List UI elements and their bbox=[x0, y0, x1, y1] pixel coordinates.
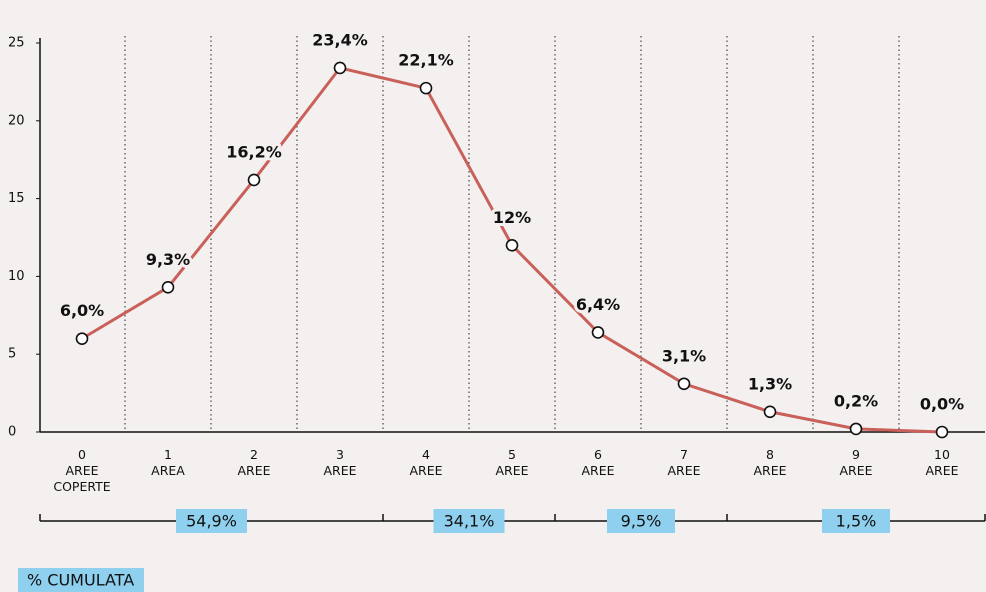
x-tick-line: 1 bbox=[164, 447, 172, 462]
value-label: 12% bbox=[493, 208, 531, 227]
value-label: 1,3% bbox=[748, 374, 792, 393]
y-tick-label: 5 bbox=[8, 347, 16, 362]
x-tick-line: 5 bbox=[508, 447, 516, 462]
cumulative-label: 9,5% bbox=[621, 512, 662, 531]
x-tick-line: 4 bbox=[422, 447, 430, 462]
data-point bbox=[505, 238, 519, 252]
x-tick-label: 1 AREA bbox=[151, 447, 185, 478]
value-label: 16,2% bbox=[226, 142, 282, 161]
value-label: 6,0% bbox=[60, 301, 104, 320]
x-tick-label: 5 AREE bbox=[495, 447, 528, 478]
value-label: 6,4% bbox=[576, 295, 620, 314]
x-tick-label: 0 AREE COPERTE bbox=[53, 447, 110, 494]
x-tick-label: 9 AREE bbox=[839, 447, 872, 478]
data-point bbox=[591, 326, 605, 339]
y-tick-label: 10 bbox=[8, 269, 25, 284]
x-tick-line: AREE bbox=[495, 463, 528, 478]
x-tick-line: AREA bbox=[151, 463, 185, 478]
cumulative-box bbox=[176, 509, 247, 533]
data-point bbox=[75, 332, 89, 345]
x-tick-line: AREE bbox=[237, 463, 270, 478]
x-tick-line: AREE bbox=[581, 463, 614, 478]
x-tick-line: 0 bbox=[78, 447, 86, 462]
x-tick-line: 10 bbox=[934, 447, 950, 462]
x-tick-label: 2 AREE bbox=[237, 447, 270, 478]
x-tick-line: AREE bbox=[667, 463, 700, 478]
value-label: 23,4% bbox=[312, 30, 368, 49]
data-point bbox=[935, 425, 949, 439]
value-label: 3,1% bbox=[662, 346, 706, 365]
x-tick-line: AREE bbox=[65, 463, 98, 478]
data-point bbox=[247, 173, 261, 187]
data-point bbox=[763, 405, 777, 419]
value-label: 0,0% bbox=[920, 395, 964, 414]
y-tick-label: 15 bbox=[8, 191, 25, 206]
x-tick-line: AREE bbox=[753, 463, 786, 478]
y-tick-label: 0 bbox=[8, 425, 16, 440]
legend-label: % CUMULATA bbox=[27, 571, 134, 590]
y-tick-label: 20 bbox=[8, 113, 25, 128]
value-label: 22,1% bbox=[398, 51, 454, 70]
x-tick-line: AREE bbox=[409, 463, 442, 478]
y-tick-label: 25 bbox=[8, 36, 25, 51]
x-tick-line: COPERTE bbox=[53, 479, 110, 494]
x-tick-label: 10 AREE bbox=[925, 447, 958, 478]
value-label: 0,2% bbox=[834, 391, 878, 410]
x-tick-line: 3 bbox=[336, 447, 344, 462]
x-tick-line: AREE bbox=[925, 463, 958, 478]
data-point bbox=[677, 377, 691, 391]
x-tick-label: 6 AREE bbox=[581, 447, 614, 478]
data-point bbox=[161, 280, 175, 294]
x-tick-line: 9 bbox=[852, 447, 860, 462]
x-tick-line: 2 bbox=[250, 447, 258, 462]
value-label: 9,3% bbox=[146, 250, 190, 269]
x-tick-label: 8 AREE bbox=[753, 447, 786, 478]
x-tick-label: 3 AREE bbox=[323, 447, 356, 478]
cumulative-label: 54,9% bbox=[186, 512, 237, 531]
x-tick-line: 6 bbox=[594, 447, 602, 462]
data-point bbox=[333, 61, 347, 75]
cumulative-box bbox=[822, 509, 890, 533]
data-point bbox=[419, 81, 433, 95]
x-tick-line: AREE bbox=[839, 463, 872, 478]
cumulative-label: 34,1% bbox=[444, 512, 495, 531]
cumulative-label: 1,5% bbox=[836, 512, 877, 531]
x-tick-label: 7 AREE bbox=[667, 447, 700, 478]
x-tick-line: AREE bbox=[323, 463, 356, 478]
x-tick-line: 8 bbox=[766, 447, 774, 462]
legend-box bbox=[18, 568, 144, 592]
x-tick-line: 7 bbox=[680, 447, 688, 462]
x-tick-label: 4 AREE bbox=[409, 447, 442, 478]
cumulative-box bbox=[433, 509, 505, 533]
cumulative-box bbox=[607, 509, 675, 533]
data-point bbox=[849, 422, 863, 436]
